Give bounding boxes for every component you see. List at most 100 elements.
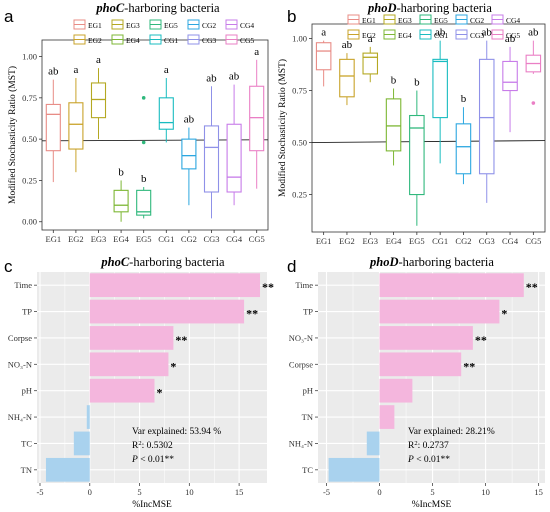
panel-b-xtick-label: CG4	[502, 236, 519, 246]
panel-b-box-eg3-iqr	[362, 52, 379, 75]
panel-c-xtick-label: 10	[185, 487, 194, 497]
panel-a-xtick-label: EG5	[136, 234, 152, 244]
panel-c-category-label-corpse: Corpse	[8, 333, 32, 343]
panel-a-ytick-label: 0.00	[22, 217, 37, 227]
panel-c-significance-tp: **	[246, 307, 258, 321]
panel-d-bar-tc	[328, 457, 380, 482]
panel-d-category-label-no-n: NO₃-N	[289, 333, 313, 343]
panel-d-r-squared: R2: 0.2737	[408, 440, 449, 452]
panel-c-category-label-tp: TP	[22, 307, 32, 317]
panel-c-significance-ph: *	[156, 386, 162, 400]
panel-a-box-eg2-significance-letter: a	[73, 64, 78, 76]
panel-b-box-cg3-iqr	[478, 58, 495, 175]
panel-c-significance-no-n: *	[170, 359, 176, 373]
panel-d-category-label-tp: TP	[303, 307, 313, 317]
panel-a-ytick-label: 0.75	[22, 93, 37, 103]
panel-b-box-eg5-iqr	[409, 114, 425, 196]
panel-c-r-squared-sup: 2	[138, 440, 141, 447]
panel-d-category-label-corpse: Corpse	[289, 359, 313, 369]
panel-b-box-cg3-significance-letter: ab	[482, 27, 493, 39]
panel-c-category-label-nh-n: NH₄-N	[8, 412, 32, 422]
panel-d-title-gene: phoD	[369, 255, 398, 269]
panel-d-p-value-label: P	[407, 455, 414, 465]
panel-b-box-eg1-iqr	[315, 42, 332, 71]
panel-a-legend-label-eg3: EG3	[126, 21, 140, 30]
panel-c-r-squared-label: R	[132, 441, 139, 451]
panel-b-box-cg1-iqr	[432, 58, 448, 119]
panel-c-r-squared-value: : 0.5302	[142, 441, 173, 451]
panel-c-category-label-tc: TC	[21, 438, 32, 448]
panel-b-box-cg1-significance-letter: ab	[435, 27, 446, 39]
panel-a-xtick-label: EG4	[113, 234, 129, 244]
panel-b-y-axis-label: Modified Stochasticity Ratio (MST)	[277, 59, 288, 197]
panel-a-xtick-label: CG5	[249, 234, 265, 244]
panel-d-bar-corpse	[379, 352, 462, 377]
panel-c-bar-tp	[89, 299, 245, 324]
panel-a-box-eg1-iqr	[45, 103, 61, 152]
panel-letter-a: a	[4, 7, 14, 26]
panel-b-xtick-label: EG1	[316, 236, 332, 246]
panel-c-var-explained: Var explained: 53.94 %	[132, 427, 221, 437]
panel-b-xtick-label: CG3	[479, 236, 495, 246]
panel-d-significance-corpse: **	[463, 359, 475, 373]
panel-b-reference-line	[311, 140, 546, 144]
panel-a-box-cg4-significance-letter: ab	[229, 71, 240, 83]
panel-a-box-eg5-outlier	[141, 140, 146, 145]
panel-b-title-gene: phoD	[367, 1, 396, 15]
panel-b-xtick-label: CG2	[455, 236, 471, 246]
panel-a-legend-label-eg5: EG5	[164, 21, 178, 30]
panel-a-legend-label-cg1: CG1	[164, 36, 178, 45]
panel-b-plot-frame	[311, 23, 546, 233]
panel-a-box-eg4-iqr	[113, 189, 129, 213]
panel-d-p-value: P < 0.01**	[407, 455, 450, 465]
panel-a-box-cg2-significance-letter: ab	[184, 114, 195, 126]
panel-b-ytick-label: 0.75	[292, 86, 307, 96]
panel-b-ytick-label: 1.00	[292, 34, 307, 44]
panel-a-legend-label-eg2: EG2	[88, 36, 102, 45]
panel-c-bar-corpse	[89, 326, 174, 350]
panel-c-title: phoC-harboring bacteria	[100, 255, 225, 269]
panel-c-p-value-text: < 0.01**	[138, 455, 174, 465]
panel-b-box-eg4-significance-letter: b	[391, 74, 397, 86]
panel-a-box-eg1-significance-letter: ab	[48, 66, 59, 78]
panel-c-category-label-no-n: NO₃-N	[8, 359, 32, 369]
panel-a-box-eg2-iqr	[68, 102, 84, 150]
panel-a-legend-label-cg4: CG4	[240, 21, 254, 30]
panel-b-ytick-label: 0.25	[292, 190, 307, 200]
panel-b-phod-mst-boxplot: phoD-harboring bacteriaEG1EG2EG3EG4EG5CG…	[277, 1, 546, 246]
panel-c-bar-ph	[89, 378, 155, 403]
panel-d-significance-tp: *	[501, 307, 507, 321]
panel-d-xtick-label: 5	[430, 487, 434, 497]
panel-d-title: phoD-harboring bacteria	[369, 255, 494, 269]
panel-b-box-eg2-significance-letter: ab	[342, 39, 353, 51]
panel-d-bar-no-n	[379, 326, 473, 350]
panel-a-xtick-label: EG3	[91, 234, 107, 244]
panel-a-box-eg4-significance-letter: b	[118, 166, 124, 178]
panel-d-category-label-time: Time	[295, 280, 313, 290]
panel-c-r-squared: R2: 0.5302	[132, 440, 173, 452]
panel-a-box-cg1-iqr	[158, 97, 174, 130]
panel-b-box-eg2-iqr	[339, 58, 355, 98]
panel-d-significance-time: **	[526, 280, 538, 294]
panel-letter-d: d	[287, 257, 296, 276]
panel-d-category-label-tn: TN	[302, 412, 313, 422]
panel-d-category-label-tc: TC	[302, 465, 313, 475]
panel-a-ytick-label: 0.25	[22, 175, 37, 185]
panel-a-box-eg5-significance-letter: b	[141, 173, 147, 185]
panel-c-title-rest: -harboring bacteria	[129, 255, 225, 269]
panel-a-phoc-mst-boxplot: phoC-harboring bacteria EG1 EG2 EG3 EG4 EG5 CG…	[7, 1, 269, 244]
panel-d-bar-time	[379, 273, 524, 298]
panel-d-xtick-label: 0	[377, 487, 381, 497]
panel-c-xtick-label: 15	[235, 487, 244, 497]
panel-d-phod-importance-bars: phoD-harboring bacteria Time ** TP * NO₃-N ** C…	[289, 255, 545, 510]
panel-c-p-value-label: P	[131, 455, 138, 465]
panel-b-box-eg4-iqr	[385, 98, 402, 152]
panel-c-bar-no-n	[89, 352, 169, 377]
panel-a-title-rest: -harboring bacteria	[124, 1, 220, 15]
panel-c-xtick-label: 0	[88, 487, 92, 497]
panel-d-significance-no-n: **	[475, 333, 487, 347]
panel-c-category-label-time: Time	[14, 280, 32, 290]
panel-d-xtick-label: -5	[323, 487, 330, 497]
panel-d-bar-tn	[379, 405, 395, 429]
